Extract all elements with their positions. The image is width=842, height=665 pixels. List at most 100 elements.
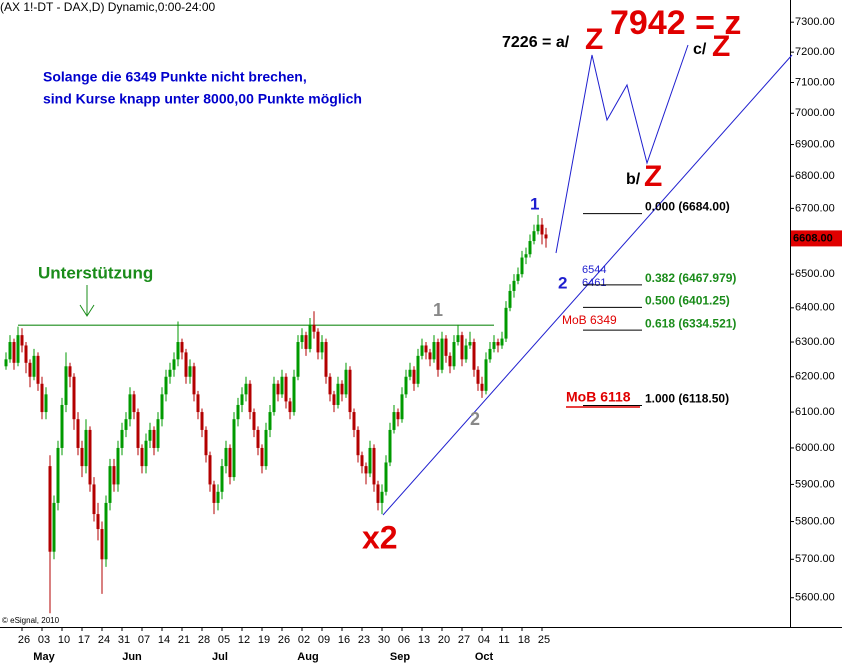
candle-body (312, 324, 316, 332)
candle-body (284, 376, 288, 402)
candle-body (232, 419, 236, 478)
candle-body (172, 359, 176, 370)
candle-body (400, 394, 404, 420)
candle-body (52, 502, 56, 552)
candle-body (332, 394, 336, 405)
candle-body (376, 484, 380, 503)
candle-body (160, 394, 164, 420)
candle-body (8, 342, 12, 360)
candle-body (368, 447, 372, 474)
candle-body (348, 369, 352, 413)
candle-body (412, 369, 416, 384)
candle-body (292, 376, 296, 413)
x-tick-label: 03 (38, 634, 50, 646)
candle-body (60, 404, 64, 448)
candle-body (180, 342, 184, 353)
candle-body (44, 394, 48, 413)
candle-body (424, 345, 428, 353)
candle-body (472, 342, 476, 370)
candle-body (444, 338, 448, 356)
x-tick-label: 18 (518, 634, 530, 646)
candle-body (460, 335, 464, 360)
note: Solange die 6349 Punkte nicht brechen, (43, 69, 307, 85)
candle-body (308, 324, 312, 349)
target-label: 7942 = z (610, 4, 741, 42)
candle-body (532, 231, 536, 242)
candle-body (496, 342, 500, 346)
candle-body (120, 429, 124, 448)
y-tick-label: 6000.00 (795, 442, 835, 454)
candle-body (140, 447, 144, 467)
candle-body (452, 342, 456, 367)
copyright: © eSignal, 2010 (2, 616, 60, 625)
candle-body (364, 466, 368, 474)
y-tick-label: 5700.00 (795, 553, 835, 565)
support-arrow-head (79, 304, 95, 317)
x-tick-label: 11 (498, 634, 509, 646)
candle-body (508, 290, 512, 308)
candle-body (132, 394, 136, 413)
candle-body (4, 359, 8, 367)
candle-body (148, 429, 152, 441)
month-label: Sep (390, 651, 410, 663)
wave-label: Z (585, 23, 603, 56)
month-label: Oct (475, 651, 494, 663)
candle-body (404, 376, 408, 395)
candle-body (260, 447, 264, 467)
y-tick-label: 6900.00 (795, 138, 835, 150)
candle-body (328, 376, 332, 395)
wave-label: 1 (433, 300, 443, 320)
candle-body (408, 369, 412, 377)
candle-body (80, 447, 84, 467)
candle-body (124, 419, 128, 430)
mob-label: MoB 6118 (566, 389, 631, 405)
wave-label: x2 (362, 519, 398, 555)
y-tick-label: 6500.00 (795, 268, 835, 280)
last-price-label: 6608.00 (793, 232, 833, 244)
candle-body (296, 342, 300, 377)
note: sind Kurse knapp unter 8000,00 Punkte mö… (43, 91, 362, 107)
y-tick-label: 7200.00 (795, 46, 835, 58)
y-tick-label: 6200.00 (795, 371, 835, 383)
candle-body (476, 369, 480, 384)
last-price-box (791, 230, 842, 247)
y-tick-label: 7100.00 (795, 76, 835, 88)
candle-body (188, 366, 192, 377)
candle-body (184, 352, 188, 377)
y-tick-label: 6700.00 (795, 202, 835, 214)
candle-body (432, 342, 436, 360)
x-tick-label: 16 (338, 634, 350, 646)
month-label: May (33, 651, 55, 663)
x-tick-label: 31 (118, 634, 130, 646)
x-tick-label: 06 (398, 634, 410, 646)
candle-body (112, 466, 116, 485)
candle-body (484, 359, 488, 391)
candle-body (276, 383, 280, 395)
fib-label: 0.500 (6401.25) (645, 294, 730, 308)
candle-body (440, 338, 444, 370)
x-tick-label: 10 (58, 634, 70, 646)
candle-body (428, 352, 432, 360)
candle-body (264, 429, 268, 467)
candle-body (316, 331, 320, 353)
candle-body (116, 447, 120, 485)
wave-label: 2 (470, 409, 480, 429)
wave-label: b/ (626, 171, 641, 188)
month-label: Aug (297, 651, 318, 663)
candle-body (268, 412, 272, 430)
candle-body (504, 307, 508, 339)
candle-body (524, 254, 528, 258)
y-tick-label: 5900.00 (795, 478, 835, 490)
candle-body (272, 383, 276, 413)
candle-body (28, 362, 32, 377)
candle-body (464, 345, 468, 360)
candle-body (384, 462, 388, 492)
candle-body (84, 429, 88, 467)
candle-body (104, 502, 108, 560)
candle-body (540, 224, 544, 235)
x-tick-label: 14 (158, 634, 170, 646)
candle-body (388, 429, 392, 463)
candle-body (516, 274, 520, 281)
fib-label: 0.382 (6467.979) (645, 271, 736, 285)
